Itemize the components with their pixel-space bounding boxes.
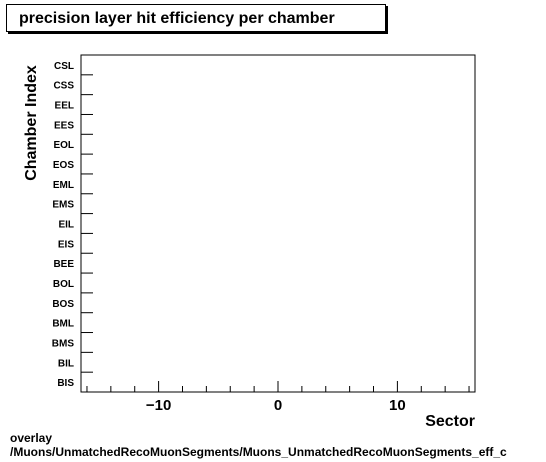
footer-line-2: /Muons/UnmatchedRecoMuonSegments/Muons_U… <box>10 445 507 459</box>
y-tick-label: EIL <box>58 220 74 231</box>
y-tick-label: EOL <box>53 140 74 151</box>
footer-line-1: overlay <box>10 431 53 445</box>
y-tick-label: BML <box>52 319 74 330</box>
title-box: precision layer hit efficiency per chamb… <box>6 4 386 32</box>
y-tick-label: BIS <box>57 378 74 389</box>
footer: overlay /Muons/UnmatchedRecoMuonSegments… <box>10 431 507 459</box>
x-axis-title: Sector <box>425 413 475 430</box>
y-tick-label: BEE <box>53 259 74 270</box>
y-tick-label: EMS <box>52 200 74 211</box>
y-tick-label: BOL <box>53 279 74 290</box>
y-tick-label: CSL <box>54 61 74 72</box>
y-tick-label: EIS <box>58 239 74 250</box>
plot-frame <box>80 54 476 393</box>
x-tick-label: 0 <box>274 397 282 414</box>
y-tick-label: EEL <box>55 101 74 112</box>
y-axis-title: Chamber Index <box>23 65 40 181</box>
chart-title: precision layer hit efficiency per chamb… <box>19 10 335 27</box>
y-tick-label: BIL <box>58 358 74 369</box>
y-tick-label: BOS <box>52 299 74 310</box>
y-tick-label: EOS <box>53 160 74 171</box>
y-tick-label: EML <box>53 180 74 191</box>
x-tick-label: −10 <box>146 397 171 414</box>
y-tick-label: CSS <box>53 81 74 92</box>
x-tick-label: 10 <box>389 397 406 414</box>
y-tick-label: EES <box>54 120 74 131</box>
y-tick-label: BMS <box>52 338 75 349</box>
